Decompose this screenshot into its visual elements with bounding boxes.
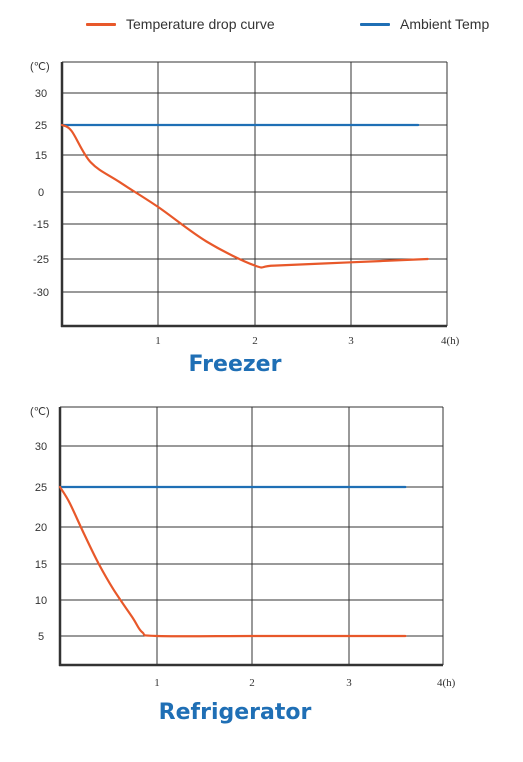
y-axis-unit-label: (℃) — [30, 61, 50, 73]
y-tick-label: 0 — [38, 187, 44, 199]
legend-label: Temperature drop curve — [126, 16, 275, 32]
refrigerator-chart: (℃) 30 25 20 15 10 5 1 2 3 4(h) Refrigerator — [0, 395, 523, 735]
x-tick-label: 1 — [154, 677, 160, 689]
y-tick-label: 30 — [35, 441, 47, 453]
x-tick-label: 3 — [348, 335, 354, 347]
y-tick-label: -25 — [33, 254, 49, 266]
y-tick-label: 20 — [35, 522, 47, 534]
x-tick-label: 2 — [252, 335, 258, 347]
y-tick-label: -30 — [33, 287, 49, 299]
refrigerator-chart-svg: (℃) 30 25 20 15 10 5 1 2 3 4(h) — [30, 406, 456, 689]
y-tick-label: 10 — [35, 595, 47, 607]
x-tick-label: 4(h) — [437, 677, 456, 689]
legend-label: Ambient Temp — [400, 16, 490, 32]
y-tick-label: 5 — [38, 631, 44, 643]
y-tick-label: 15 — [35, 559, 47, 571]
legend-swatch-blue — [360, 22, 390, 26]
series-line-temperature-drop — [60, 123, 429, 269]
x-tick-label: 1 — [155, 335, 161, 347]
y-tick-label: 30 — [35, 88, 47, 100]
y-axis-unit-label: (℃) — [30, 406, 50, 418]
legend-item-ambient-temp: Ambient Temp — [360, 16, 489, 32]
chart-legend: Temperature drop curve Ambient Temp — [0, 0, 523, 50]
y-tick-label: 15 — [35, 150, 47, 162]
y-tick-label: 25 — [35, 482, 47, 494]
freezer-chart-svg: (℃) 30 25 15 0 -15 -25 -30 1 2 3 4(h) — [30, 61, 460, 347]
x-tick-label: 3 — [346, 677, 352, 689]
x-tick-label: 4(h) — [441, 335, 460, 347]
x-tick-label: 2 — [249, 677, 255, 689]
y-tick-label: -15 — [33, 219, 49, 231]
series-line-temperature-drop — [58, 485, 407, 638]
legend-item-temperature-drop: Temperature drop curve — [86, 16, 275, 32]
legend-swatch-orange — [86, 22, 116, 26]
y-tick-label: 25 — [35, 120, 47, 132]
chart-title: Freezer — [188, 352, 282, 377]
chart-title: Refrigerator — [158, 700, 312, 725]
freezer-chart: (℃) 30 25 15 0 -15 -25 -30 1 2 3 4(h) Freezer — [0, 50, 523, 380]
